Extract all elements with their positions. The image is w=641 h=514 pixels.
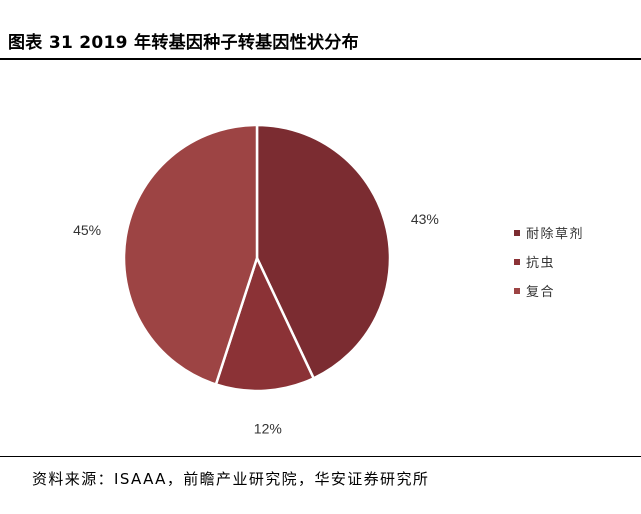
title-divider: [0, 58, 641, 60]
source-divider: [0, 456, 641, 457]
pie-slice-insect: [214, 256, 315, 393]
data-label-insect: 12%: [254, 420, 282, 436]
pie-labels: 43% 12% 45%: [73, 211, 439, 436]
source-note: 资料来源：ISAAA，前瞻产业研究院，华安证券研究所: [32, 470, 430, 488]
pie-chart: 43% 12% 45%: [73, 123, 439, 436]
pie-slices: [122, 123, 392, 393]
pie-slice-stacked: [122, 123, 259, 386]
legend-item-herbicide: 耐除草剂: [514, 218, 584, 247]
legend: 耐除草剂 抗虫 复合: [514, 218, 584, 305]
legend-label-stacked: 复合: [526, 285, 556, 300]
legend-swatch-insect: [514, 258, 520, 265]
legend-swatch-herbicide: [514, 229, 520, 236]
legend-swatch-stacked: [514, 287, 520, 294]
pie-slice-herbicide: [255, 123, 392, 380]
legend-label-insect: 抗虫: [526, 256, 556, 271]
legend-item-insect: 抗虫: [514, 247, 584, 276]
legend-label-herbicide: 耐除草剂: [526, 227, 585, 242]
legend-item-stacked: 复合: [514, 276, 584, 305]
data-label-herbicide: 43%: [411, 211, 439, 227]
data-label-stacked: 45%: [73, 222, 101, 238]
chart-title: 图表 31 2019 年转基因种子转基因性状分布: [8, 33, 359, 53]
